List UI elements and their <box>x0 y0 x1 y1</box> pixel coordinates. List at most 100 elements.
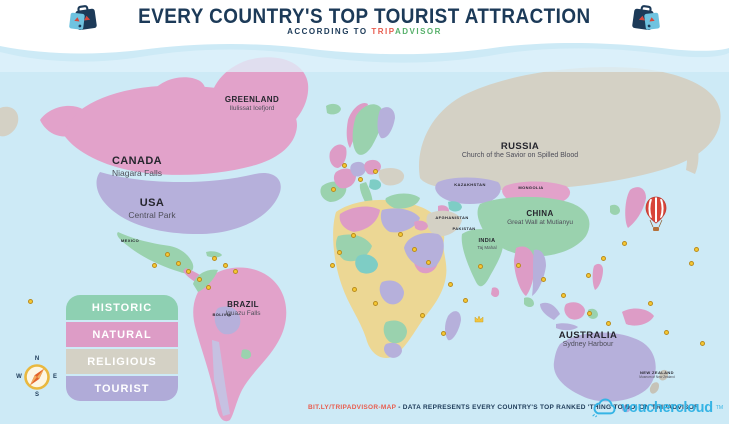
mexico-shape <box>117 232 194 274</box>
attraction-pin <box>622 241 627 246</box>
italy-shape <box>359 182 373 206</box>
attraction-pin <box>186 269 191 274</box>
australia-shape <box>553 332 656 402</box>
southern-africa-shape <box>383 320 407 344</box>
attraction-pin <box>373 169 378 174</box>
attraction-pin <box>206 285 211 290</box>
subtitle: ACCORDING TO TRIPADVISOR <box>287 27 442 36</box>
ukraine-shape <box>378 167 405 186</box>
legend-item-religious: RELIGIOUS <box>66 349 178 374</box>
map-label-russia: RUSSIA Church of the Savior on Spilled Bl… <box>462 141 578 161</box>
country-name: USA <box>139 197 165 209</box>
suitcase-icon-right <box>632 5 660 30</box>
java-shape <box>556 323 578 331</box>
attraction-pin <box>152 263 157 268</box>
map-label-canada: CANADA Niagara Falls <box>112 155 162 178</box>
country-name: CANADA <box>111 155 163 167</box>
footer-disclaimer: - DATA REPRESENTS EVERY COUNTRY'S TOP RA… <box>396 404 700 411</box>
korea-shape <box>610 204 620 215</box>
legend: HISTORIC NATURAL RELIGIOUS TOURIST <box>66 295 178 401</box>
uruguay-shape <box>241 349 252 359</box>
nz-north-shape <box>659 369 669 381</box>
map-label-new-zealand: NEW ZEALAND Museum of New Zealand <box>639 370 675 380</box>
map-label-greenland: GREENLAND Ilulissat Icefjord <box>225 95 279 112</box>
saudi-shape <box>404 232 444 268</box>
libya-egypt-shape <box>380 208 420 233</box>
borneo-shape <box>564 302 585 320</box>
attraction-pin <box>212 256 217 261</box>
china-shape <box>477 196 590 257</box>
attraction-pin <box>351 233 356 238</box>
brand-trip: TRIP <box>371 27 395 36</box>
attraction-pin <box>176 261 181 266</box>
attraction-pin <box>689 261 694 266</box>
nz-south-shape <box>649 382 660 394</box>
page-title: EVERY COUNTRY'S TOP TOURIST ATTRACTION <box>138 5 591 28</box>
philippines-shape <box>592 263 603 290</box>
northwest-africa-shape <box>339 206 380 232</box>
country-name: BOLIVIA <box>212 312 232 317</box>
madagascar-shape <box>445 311 461 341</box>
crown-icon <box>474 315 484 323</box>
asia <box>385 67 721 331</box>
sweden-shape <box>352 104 383 155</box>
france-shape <box>333 168 356 189</box>
india-shape <box>461 229 504 287</box>
compass-w: W <box>16 374 22 380</box>
attraction-name: Great Wall at Mutianyu <box>507 218 573 226</box>
attraction-pin <box>586 273 591 278</box>
vouchercloud-logo[interactable]: vouchercloud TM <box>591 398 723 418</box>
country-name: BRAZIL <box>227 300 259 309</box>
russia-shape <box>418 67 721 191</box>
attraction-pin <box>165 252 170 257</box>
nigeria-shape <box>355 254 378 274</box>
attraction-pin <box>373 301 378 306</box>
uzbekistan-shape <box>448 201 462 212</box>
oceania <box>553 332 669 413</box>
chukotka-shape <box>0 106 19 137</box>
attraction-pin <box>412 247 417 252</box>
country-name: AFGHANISTAN <box>435 215 469 220</box>
country-name: CHINA <box>526 209 554 218</box>
attraction-pin <box>541 277 546 282</box>
country-name: RUSSIA <box>500 141 540 152</box>
map-label-australia: AUSTRALIA Sydney Harbour <box>559 330 618 350</box>
bolivia-shape <box>214 306 241 335</box>
country-name: MEXICO <box>120 238 140 243</box>
attraction-name: Museum of New Zealand <box>639 374 675 379</box>
kazakhstan-shape <box>435 177 501 204</box>
attraction-pin <box>398 232 403 237</box>
header: EVERY COUNTRY'S TOP TOURIST ATTRACTION A… <box>0 0 729 40</box>
map-label-usa: USA Central Park <box>128 197 175 220</box>
map-label-bolivia: BOLIVIA <box>212 312 232 318</box>
footer-note: BIT.LY/TRIPADVISOR-MAP - DATA REPRESENTS… <box>308 404 699 411</box>
attraction-pin <box>352 287 357 292</box>
new-guinea-shape <box>622 308 654 326</box>
attraction-pin <box>606 321 611 326</box>
logo-text: vouchercloud <box>621 400 713 416</box>
legend-item-natural: NATURAL <box>66 322 178 347</box>
brand-advisor: ADVISOR <box>394 27 442 36</box>
compass-e: E <box>52 374 58 380</box>
attraction-pin <box>448 282 453 287</box>
map-label-afghanistan: AFGHANISTAN <box>435 215 469 221</box>
japan-shape <box>625 187 646 228</box>
attraction-name: Sydney Harbour <box>562 341 614 349</box>
myanmar-thailand-shape <box>514 246 535 296</box>
map-label-mongolia: MONGOLIA <box>518 185 543 191</box>
congo-shape <box>379 280 404 305</box>
country-name: INDIA <box>478 238 496 244</box>
bitly-link[interactable]: BIT.LY/TRIPADVISOR-MAP <box>308 404 397 411</box>
attraction-pin <box>478 264 483 269</box>
attraction-pin <box>330 263 335 268</box>
country-name: PAKISTAN <box>452 226 476 231</box>
attraction-pin <box>561 293 566 298</box>
attraction-name: Iguazu Falls <box>225 309 261 317</box>
sri-lanka-shape <box>491 287 500 297</box>
attraction-pin <box>420 313 425 318</box>
attraction-pin <box>700 341 705 346</box>
attraction-pin <box>601 256 606 261</box>
balkans-shape <box>369 179 382 190</box>
